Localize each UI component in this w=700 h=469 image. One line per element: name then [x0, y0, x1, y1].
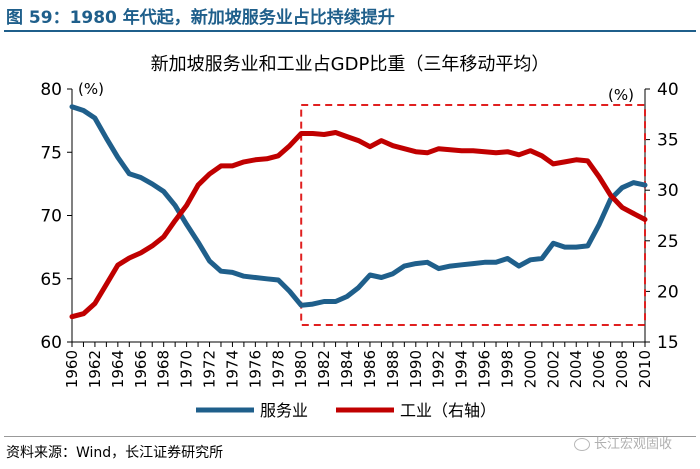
right-tick-label: 30	[657, 181, 679, 201]
series-line-2	[69, 130, 648, 320]
x-tick-label: 1996	[476, 350, 494, 388]
source-note: 资料来源：Wind，长江证券研究所	[6, 445, 224, 461]
x-tick-label: 1972	[201, 350, 219, 388]
highlight-box	[300, 104, 646, 326]
x-tick-label: 1968	[155, 350, 173, 388]
x-tick-label: 1998	[498, 350, 516, 388]
series-layer	[69, 104, 648, 320]
x-tick-label: 1960	[63, 350, 81, 388]
x-tick-label: 1970	[178, 350, 196, 388]
x-tick-label: 2008	[613, 350, 631, 388]
left-tick-label: 70	[40, 207, 62, 227]
x-tick-label: 2006	[590, 350, 608, 388]
right-tick-label: 15	[657, 333, 679, 353]
x-tick-label: 1984	[338, 350, 356, 388]
x-tick-label: 1962	[86, 350, 104, 388]
left-tick-label: 75	[40, 143, 62, 163]
x-tick-label: 1982	[315, 350, 333, 388]
line-chart: 新加坡服务业和工业占GDP比重（三年移动平均） 60 65 70 75 80 15 20 25…	[40, 54, 678, 420]
x-tick-label: 1986	[361, 350, 379, 388]
watermark: 长江宏观固收	[573, 433, 672, 452]
legend-label-2: 工业（右轴）	[400, 401, 496, 420]
left-tick-label: 80	[40, 80, 62, 100]
left-tick-label: 60	[40, 333, 62, 353]
right-axis-unit: (%)	[608, 86, 634, 104]
legend-label-1: 服务业	[260, 401, 308, 420]
x-tick-label: 1964	[109, 350, 127, 388]
left-axis-unit: (%)	[78, 80, 104, 98]
x-tick-label: 1992	[430, 350, 448, 388]
watermark-text: 长江宏观固收	[593, 437, 672, 452]
x-tick-label: 1976	[246, 350, 264, 388]
wechat-icon	[573, 438, 590, 451]
chart-title: 新加坡服务业和工业占GDP比重（三年移动平均）	[151, 54, 550, 75]
figure-title: 图 59：1980 年代起，新加坡服务业占比持续提升	[6, 8, 395, 28]
source-rule	[4, 436, 696, 437]
x-tick-label: 1974	[223, 350, 241, 388]
x-tick-label: 2010	[636, 350, 654, 388]
x-tick-label: 2000	[521, 350, 539, 388]
x-tick-label: 1988	[384, 350, 402, 388]
axes: 60 65 70 75 80 15 20 25 30 35 40 1960 1962 1964 1966 19…	[40, 80, 678, 388]
left-tick-label: 65	[40, 270, 62, 290]
x-tick-label: 1966	[132, 350, 150, 388]
right-tick-label: 40	[657, 80, 679, 100]
right-tick-label: 25	[657, 232, 679, 252]
right-tick-label: 20	[657, 282, 679, 302]
title-rule	[4, 30, 696, 32]
x-tick-label: 1978	[269, 350, 287, 388]
x-tick-label: 2002	[544, 350, 562, 388]
x-tick-label: 1990	[407, 350, 425, 388]
x-tick-label: 1980	[292, 350, 310, 388]
legend: 服务业 工业（右轴）	[196, 401, 496, 420]
x-tick-label: 2004	[567, 350, 585, 388]
right-tick-label: 35	[657, 131, 679, 151]
series-line-1	[69, 104, 648, 308]
x-tick-label: 1994	[453, 350, 471, 388]
